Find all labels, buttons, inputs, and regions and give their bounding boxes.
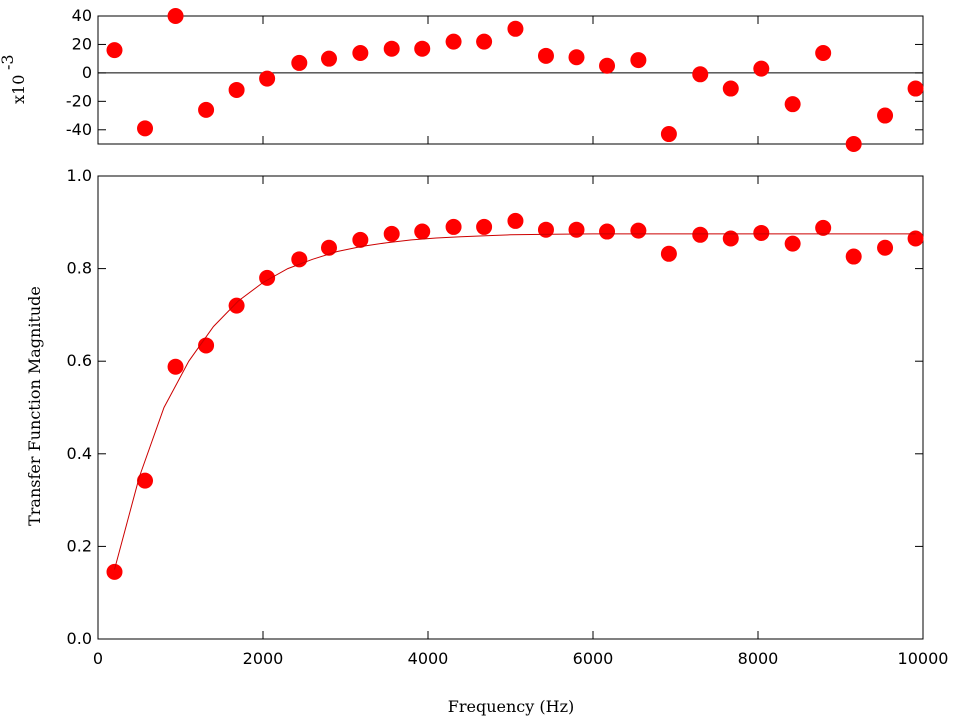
main-x-tick-label: 2000 [243,649,284,668]
main-plot-frame [97,175,924,640]
residual-multiplier: x10 -3 [0,54,28,104]
main-x-tick-label: 6000 [573,649,614,668]
residual-data-point [198,101,215,118]
main-x-tick-label: 4000 [408,649,449,668]
residual-data-point [568,49,585,66]
main-y-tick-label: 1.0 [67,166,92,185]
residual-plot-frame [97,15,924,145]
main-y-tick-label: 0.4 [67,444,92,463]
main-data-point [291,251,308,268]
multiplier-base: x10 [9,75,28,104]
main-data-point [352,231,369,248]
x-axis-title: Frequency (Hz) [448,697,575,716]
main-data-point [660,245,677,262]
main-data-point [722,230,739,247]
main-data-point [753,224,770,241]
main-y-tick-label: 0.2 [67,536,92,555]
main-data-point [414,223,431,240]
residual-data-point [383,40,400,57]
main-data-point [907,230,924,247]
residual-data-point [877,107,894,124]
residual-data-point [414,40,431,57]
main-data-point [445,218,462,235]
y-axis-title: Transfer Function Magnitude [25,286,44,526]
residual-y-tick-label: 20 [72,34,92,53]
residual-data-point [907,80,924,97]
main-fit-line [114,233,916,570]
residual-data-point [722,80,739,97]
main-data-point [167,358,184,375]
residual-data-point [106,42,123,59]
main-y-tick-label: 0.6 [67,351,92,370]
residual-data-point [537,47,554,64]
residual-data-point [630,52,647,69]
residual-data-point [352,44,369,61]
main-data-point [784,235,801,252]
main-x-tick-label: 10000 [898,649,949,668]
main-data-point [507,212,524,229]
main-data-point [692,226,709,243]
residual-data-point [228,81,245,98]
residual-data-point [137,120,154,137]
main-data-point [228,297,245,314]
main-data-point [630,222,647,239]
main-y-tick-label: 0.8 [67,259,92,278]
main-data-point [137,472,154,489]
residual-data-point [753,60,770,77]
residual-data-point [445,33,462,50]
main-data-point [877,239,894,256]
residual-y-tick-label: 0 [82,63,92,82]
main-data-point [568,221,585,238]
residual-data-point [291,54,308,71]
main-data-point [537,221,554,238]
main-data-point [815,219,832,236]
main-x-tick-label: 8000 [738,649,779,668]
residual-data-point [692,66,709,83]
residual-data-point [845,136,862,152]
residual-data-point [321,50,337,67]
residual-data-point [815,44,832,61]
main-data-point [476,218,493,235]
residual-data-point [167,8,184,24]
main-data-point [599,223,616,240]
residual-data-point [507,20,524,37]
residual-data-point [784,96,801,113]
main-x-tick-label: 0 [93,649,103,668]
main-data-point [845,248,862,265]
multiplier-exponent: -3 [0,54,17,70]
residual-y-tick-label: -20 [66,91,92,110]
residual-data-point [660,126,677,143]
residual-data-point [259,70,276,87]
main-data-point [321,239,337,256]
main-data-point [198,337,215,354]
main-panel: 0.0 0.2 0.4 0.6 0.8 1.0 0 2000 4000 6000 8000 10000 [67,166,949,668]
residual-data-point [599,57,616,74]
residual-data-point [476,33,493,50]
residual-y-tick-label: -40 [66,120,92,139]
main-data-point [383,225,400,242]
residual-panel: -40 -20 0 20 40 [66,6,924,152]
residual-y-tick-label: 40 [72,6,92,25]
main-y-tick-label: 0.0 [67,629,92,648]
main-data-point [106,563,123,580]
